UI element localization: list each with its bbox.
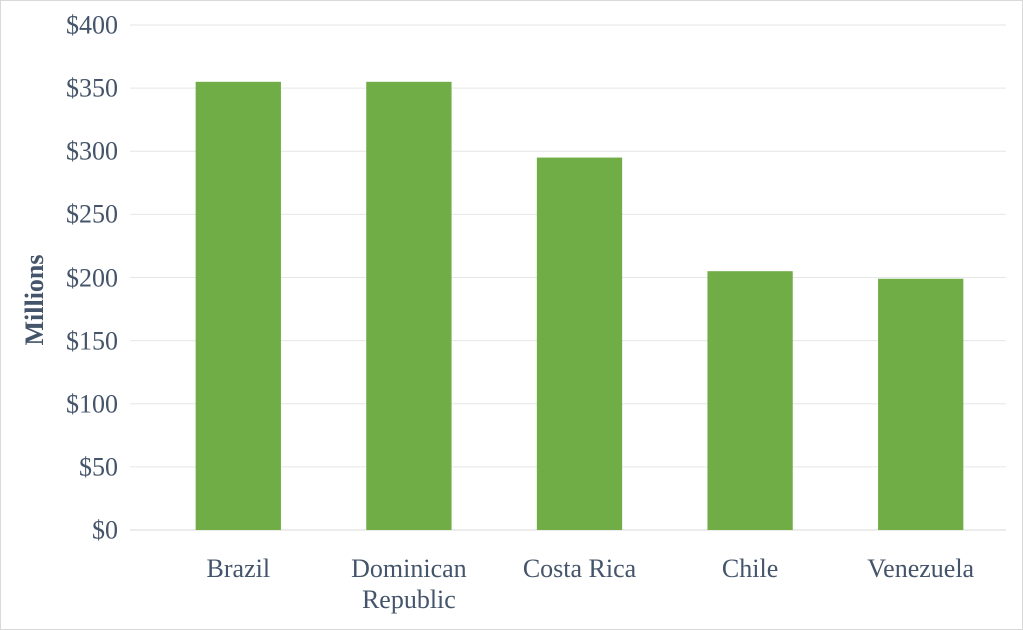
y-tick-label: $50 xyxy=(79,452,118,482)
x-tick-label: Costa Rica xyxy=(522,554,637,583)
bar xyxy=(366,81,452,530)
y-tick-label: $250 xyxy=(66,199,118,229)
bar xyxy=(878,278,964,530)
y-tick-label: $100 xyxy=(66,389,118,419)
x-tick-label: Brazil xyxy=(206,554,271,583)
y-tick-label: $150 xyxy=(66,326,118,356)
y-tick-label: $350 xyxy=(66,73,118,103)
bar xyxy=(195,81,281,530)
bar xyxy=(707,271,793,530)
y-tick-label: $0 xyxy=(92,515,118,545)
y-tick-label: $400 xyxy=(66,10,118,40)
x-tick-label: Dominican Republic xyxy=(351,554,467,614)
y-tick-label: $200 xyxy=(66,263,118,292)
x-tick-label: Chile xyxy=(721,554,779,583)
bar xyxy=(536,157,623,530)
x-tick-label: Venezuela xyxy=(867,554,975,583)
y-tick-label: $300 xyxy=(66,136,118,166)
